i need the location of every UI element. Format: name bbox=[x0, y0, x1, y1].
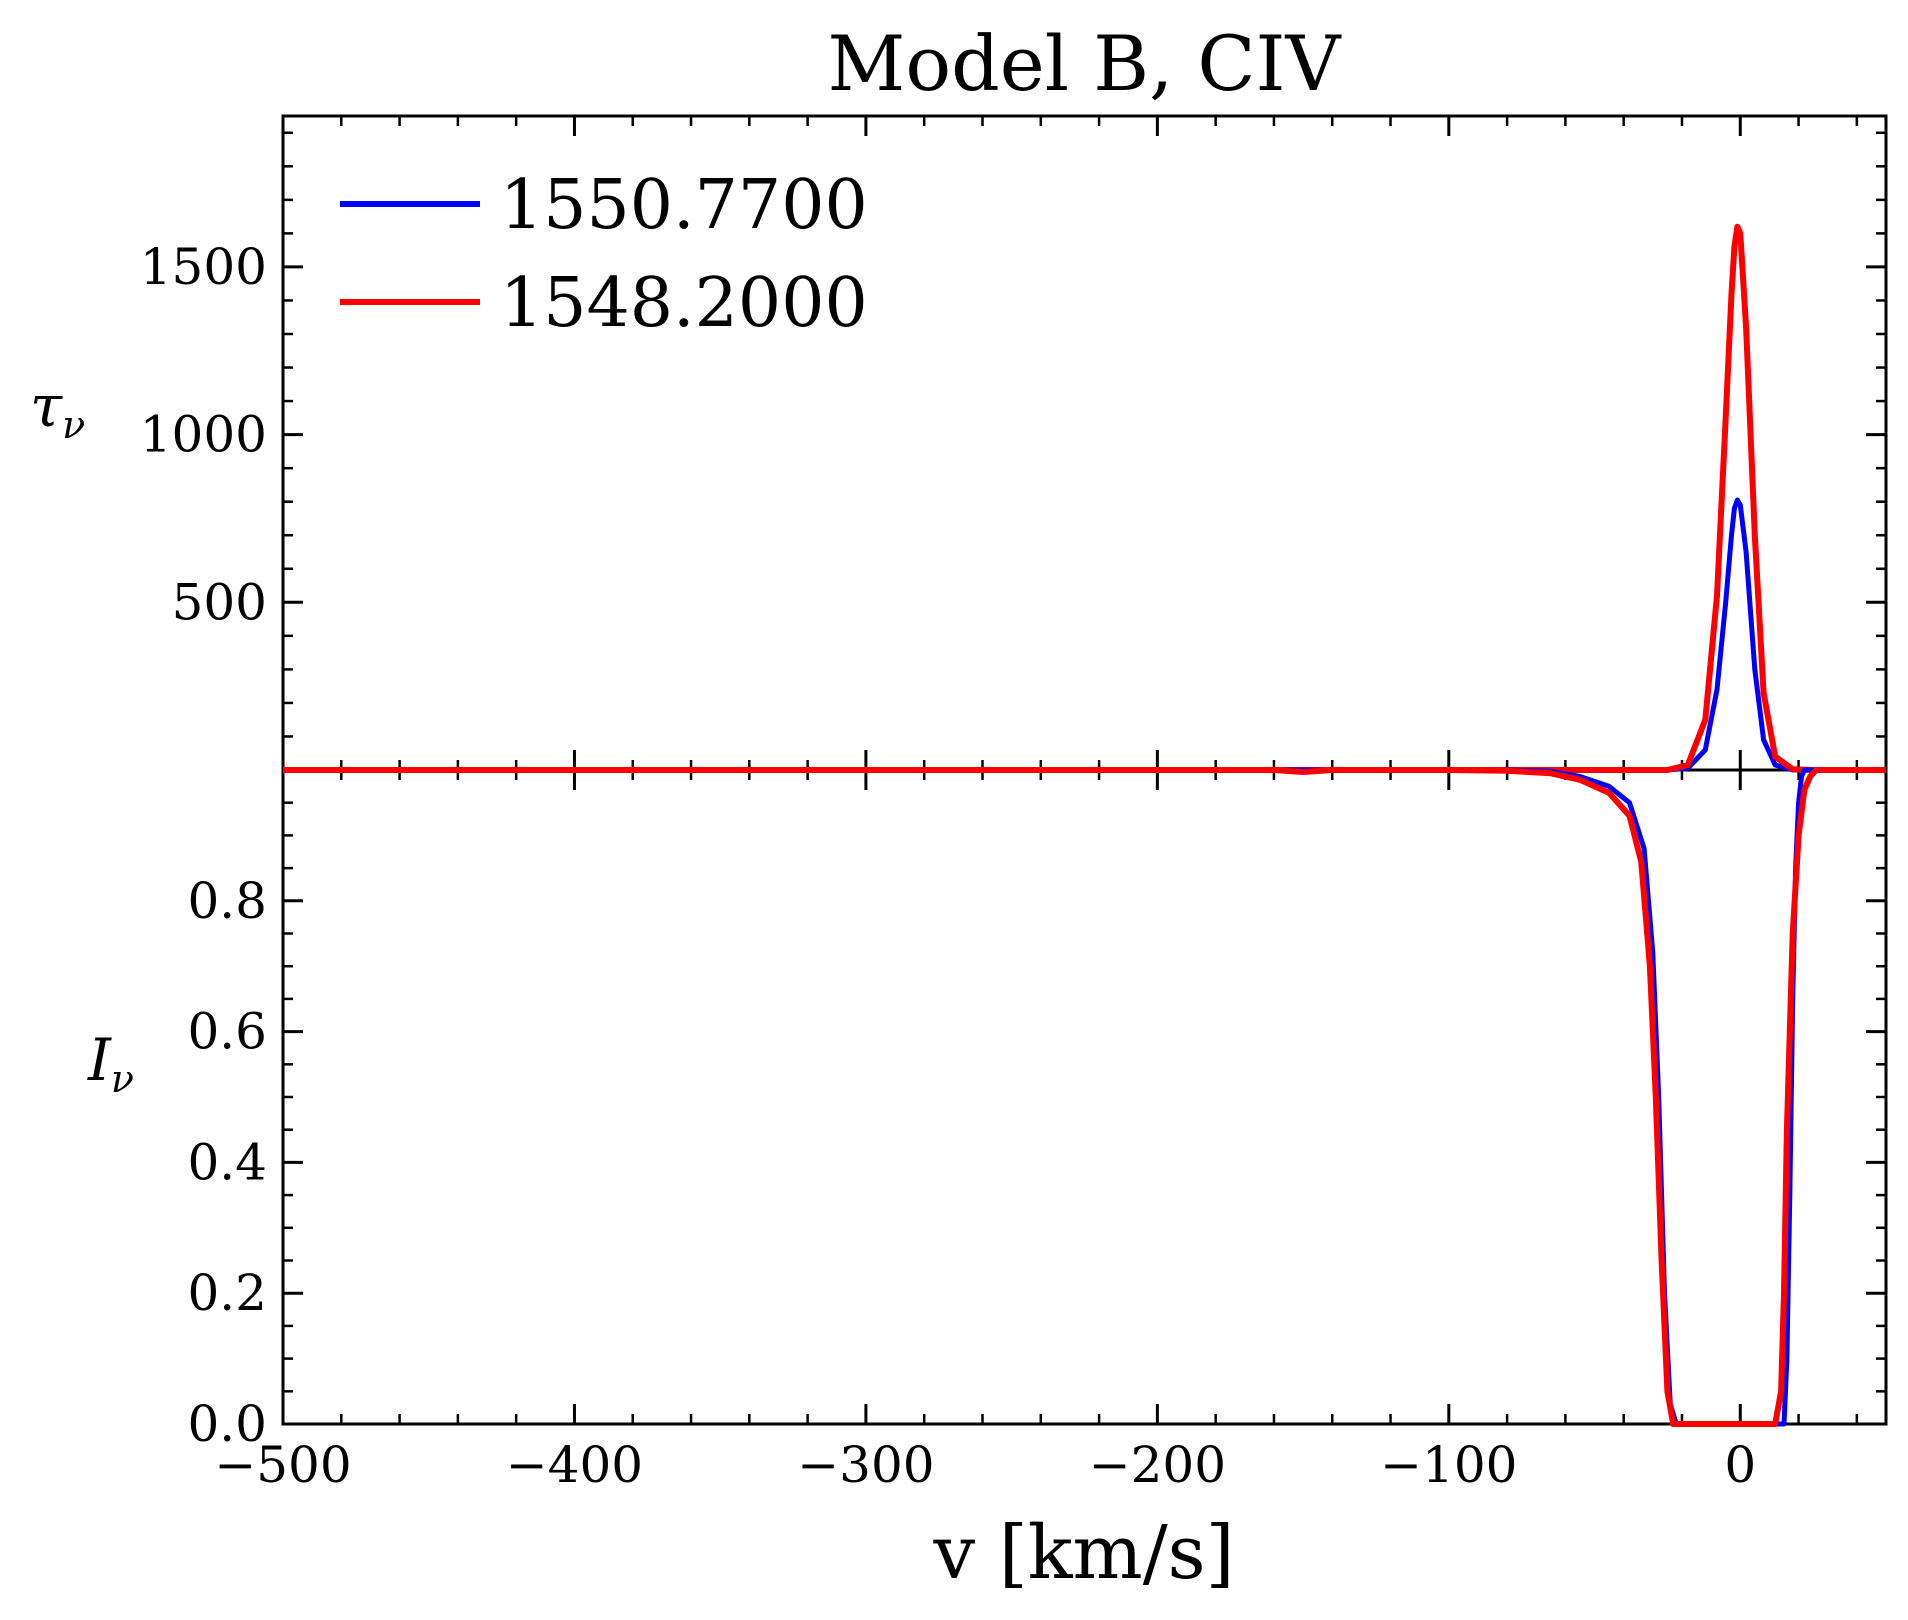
y-tick-label: 1000 bbox=[140, 406, 267, 464]
top-y-axis-label-symbol: τ bbox=[30, 372, 63, 440]
top-panel-series bbox=[283, 223, 1886, 773]
y-tick-label: 0.8 bbox=[187, 872, 267, 930]
y-tick-label: 0.2 bbox=[187, 1264, 267, 1322]
top-y-axis-label: τν bbox=[30, 372, 85, 447]
series-line-1550-7700 bbox=[283, 497, 1886, 773]
y-tick-label: 1500 bbox=[140, 238, 267, 296]
bottom-y-axis-label-symbol: I bbox=[87, 1026, 112, 1094]
legend-label-1548: 1548.2000 bbox=[500, 264, 868, 343]
series-line-1548-2000 bbox=[283, 767, 1886, 1427]
y-tick-label: 0.6 bbox=[187, 1003, 267, 1061]
y-tick-label: 500 bbox=[172, 573, 267, 631]
x-tick-label: −300 bbox=[797, 1436, 934, 1494]
series-line-1548-2000 bbox=[283, 223, 1886, 773]
bottom-panel-ytick-labels: 0.0 0.2 0.4 0.6 0.8 bbox=[187, 872, 267, 1453]
top-y-axis-label-subscript: ν bbox=[62, 403, 85, 447]
bottom-panel-xtick-labels: −500 −400 −300 −200 −100 0 bbox=[214, 1436, 1756, 1494]
x-tick-label: −100 bbox=[1380, 1436, 1517, 1494]
series-line-1550-7700 bbox=[283, 767, 1886, 1427]
top-panel-ytick-labels: 500 1000 1500 bbox=[140, 238, 267, 631]
chart-title: Model B, CIV bbox=[828, 19, 1342, 108]
legend: 1550.7700 1548.2000 bbox=[340, 166, 868, 343]
x-tick-label: −200 bbox=[1089, 1436, 1226, 1494]
x-tick-label: −500 bbox=[214, 1436, 351, 1494]
x-tick-label: −400 bbox=[506, 1436, 643, 1494]
x-tick-label: 0 bbox=[1724, 1436, 1756, 1494]
y-tick-label: 0.4 bbox=[187, 1133, 267, 1191]
bottom-y-axis-label-subscript: ν bbox=[111, 1057, 134, 1101]
bottom-panel-series bbox=[283, 767, 1886, 1427]
y-tick-label: 0.0 bbox=[187, 1395, 267, 1453]
x-axis-label: v [km/s] bbox=[933, 1510, 1235, 1596]
bottom-y-axis-label: Iν bbox=[87, 1026, 134, 1101]
legend-label-1550: 1550.7700 bbox=[500, 166, 868, 245]
